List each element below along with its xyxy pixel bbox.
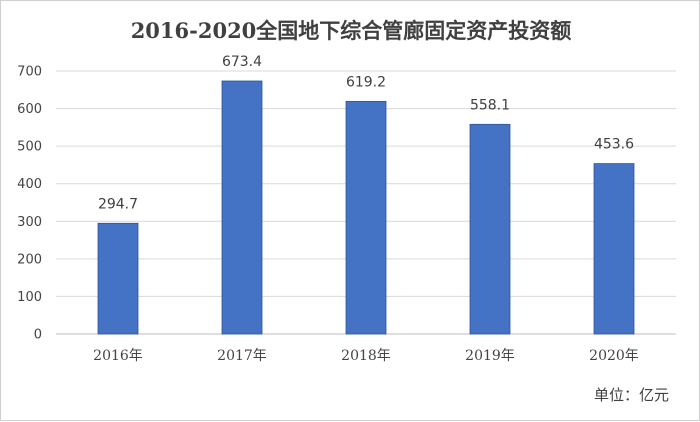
bar (593, 163, 635, 335)
y-tick-label: 400 (17, 177, 42, 192)
bar (221, 80, 263, 335)
bar (469, 123, 511, 335)
data-label: 619.2 (346, 74, 386, 90)
data-label: 294.7 (98, 196, 138, 212)
x-tick-label: 2020年 (589, 348, 639, 364)
x-tick-label: 2019年 (465, 348, 515, 364)
x-tick-label: 2018年 (341, 348, 391, 364)
data-label: 453.6 (594, 137, 634, 153)
y-tick-label: 500 (17, 140, 42, 155)
chart-title: 2016-2020全国地下综合管廊固定资产投资额 (130, 18, 572, 43)
bar (345, 100, 387, 335)
y-tick-label: 300 (17, 215, 42, 230)
x-tick-label: 2017年 (217, 348, 267, 364)
y-tick-label: 100 (17, 290, 42, 305)
y-tick-label: 200 (17, 252, 42, 267)
y-tick-label: 700 (17, 65, 42, 80)
x-tick-label: 2016年 (93, 348, 143, 364)
unit-label: 单位：亿元 (593, 386, 669, 404)
data-label: 558.1 (470, 97, 510, 113)
data-label: 673.4 (222, 54, 262, 70)
y-tick-label: 0 (34, 328, 42, 343)
bar (97, 222, 139, 335)
y-tick-label: 600 (17, 102, 42, 117)
